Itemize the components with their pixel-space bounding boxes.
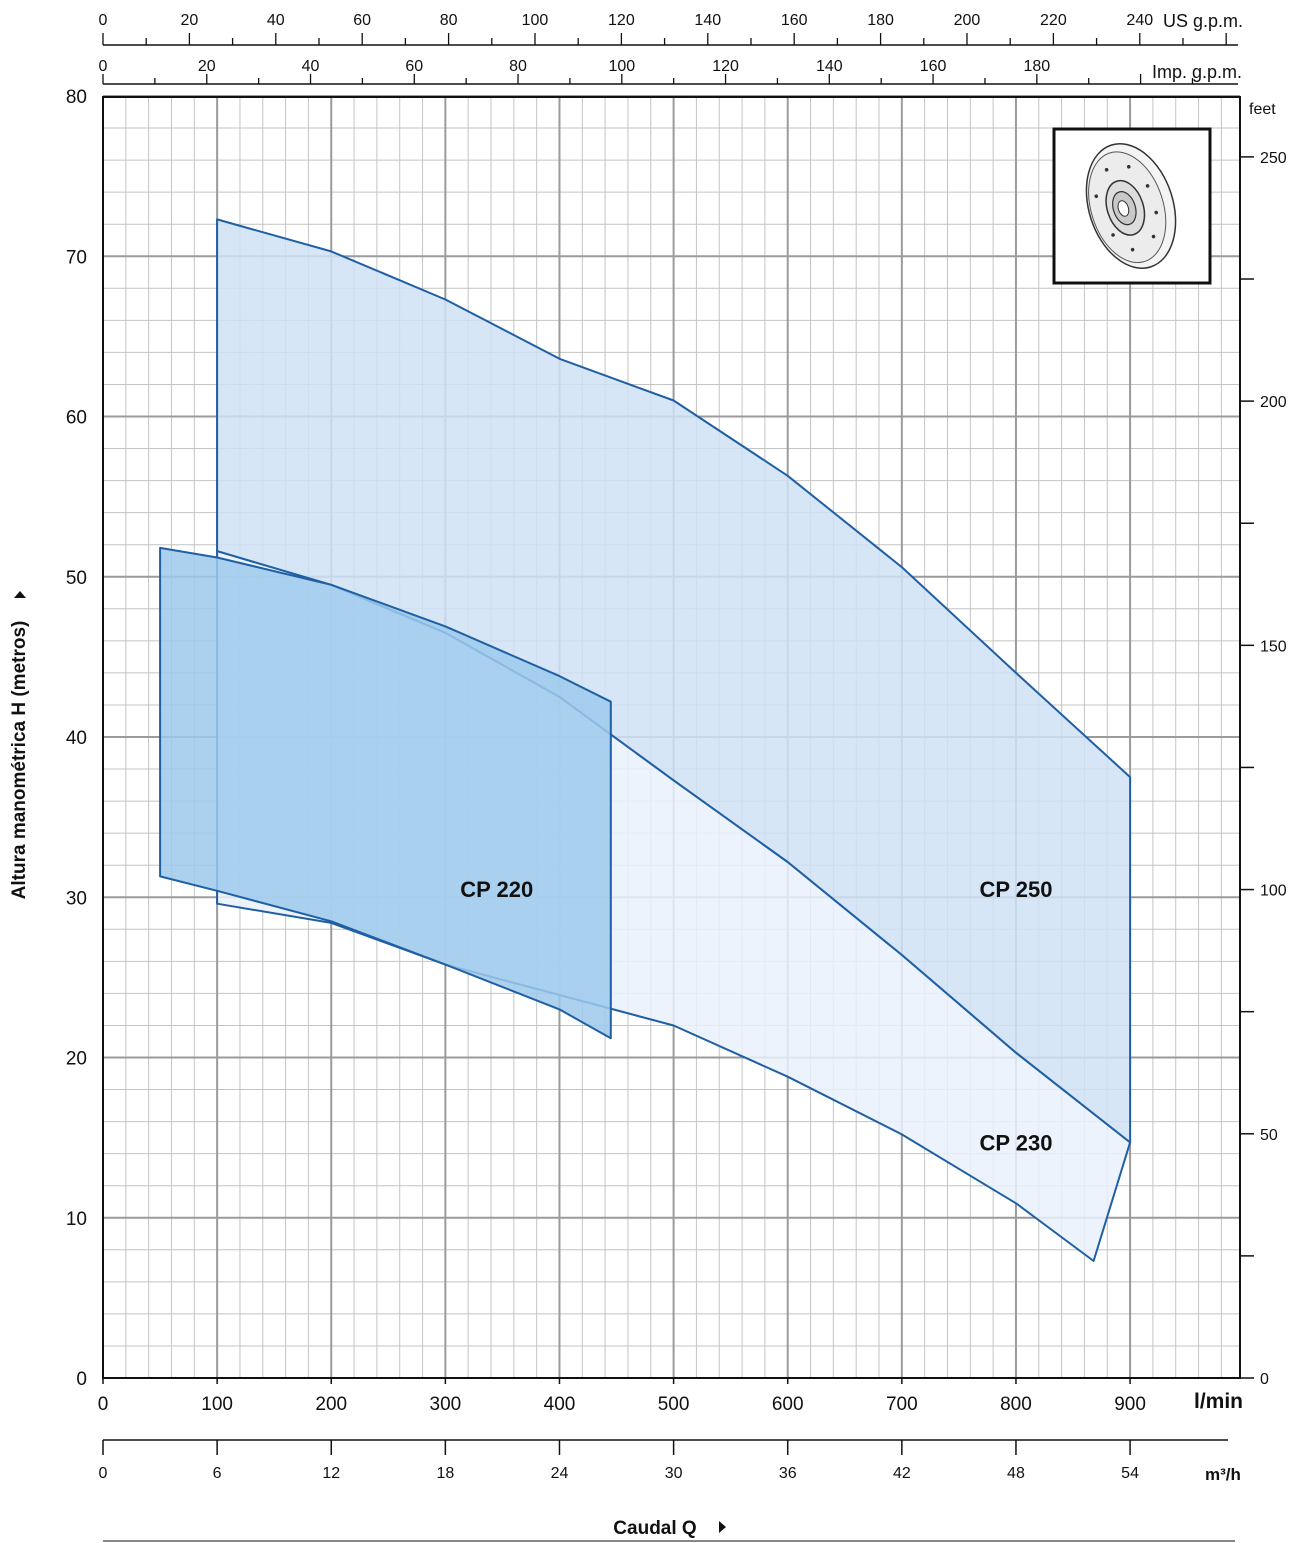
feet-tick-label: 150: [1260, 638, 1287, 655]
imp-gpm-tick-label: 120: [712, 58, 739, 75]
feet-unit: feet: [1249, 101, 1276, 118]
x-tick-label: 400: [544, 1394, 576, 1415]
series-areas: [159, 218, 1132, 1262]
imp-gpm-tick-label: 0: [99, 58, 108, 75]
us-gpm-tick-label: 100: [522, 12, 549, 29]
imp-gpm-tick-label: 80: [509, 58, 527, 75]
m3h-tick-label: 0: [99, 1465, 108, 1482]
x-tick-label: 500: [658, 1394, 690, 1415]
feet-tick-label: 100: [1260, 883, 1287, 900]
us-gpm-tick-label: 80: [440, 12, 458, 29]
y-tick-label: 10: [66, 1209, 87, 1230]
series-labels: CP 220 CP 250 CP 230: [460, 877, 1052, 1155]
imp-gpm-tick-label: 180: [1023, 58, 1050, 75]
us-gpm-tick-label: 180: [867, 12, 894, 29]
us-gpm-tick-label: 200: [954, 12, 981, 29]
us-gpm-tick-label: 40: [267, 12, 285, 29]
m3h-tick-label: 54: [1121, 1465, 1139, 1482]
y-tick-label: 40: [66, 728, 87, 749]
x-axis-title: Caudal Q: [103, 1518, 1235, 1542]
x-tick-label: 600: [772, 1394, 804, 1415]
plot-frame: [102, 96, 1241, 1379]
feet-tick-label: 0: [1260, 1371, 1269, 1388]
y-tick-label: 60: [66, 408, 87, 429]
imp-gpm-tick-label: 60: [405, 58, 423, 75]
series-label-cp250: CP 250: [979, 877, 1052, 902]
x-tick-label: 0: [98, 1394, 109, 1415]
m3h-tick-label: 24: [551, 1465, 569, 1482]
us-gpm-tick-label: 60: [353, 12, 371, 29]
m3h-tick-label: 36: [779, 1465, 797, 1482]
x-tick-label: 800: [1000, 1394, 1032, 1415]
area-cp220: [159, 546, 612, 1040]
y-tick-label: 50: [66, 568, 87, 589]
m3h-tick-label: 48: [1007, 1465, 1025, 1482]
series-label-cp230: CP 230: [979, 1130, 1052, 1155]
tick-labels: 0 100 200 300 400 500 600 700 800 900010203040506…: [66, 12, 1287, 1482]
y-tick-label: 80: [66, 87, 87, 108]
lmin-unit: l/min: [1194, 1390, 1243, 1413]
us-gpm-tick-label: 0: [99, 12, 108, 29]
us-gpm-tick-label: 160: [781, 12, 808, 29]
us-gpm-tick-label: 240: [1126, 12, 1153, 29]
us-gpm-tick-label: 140: [694, 12, 721, 29]
y-axis-label: Altura manométrica H (metros): [9, 621, 30, 900]
m3h-tick-label: 18: [436, 1465, 454, 1482]
imp-gpm-unit: Imp. g.p.m.: [1152, 62, 1242, 82]
feet-tick-label: 200: [1260, 394, 1287, 411]
y-tick-label: 70: [66, 247, 87, 268]
x-tick-label: 900: [1114, 1394, 1146, 1415]
y-tick-label: 20: [66, 1049, 87, 1070]
feet-tick-label: 50: [1260, 1127, 1278, 1144]
m3h-unit: m³/h: [1205, 1465, 1241, 1484]
imp-gpm-tick-label: 100: [608, 58, 635, 75]
y-axis-title: Altura manométrica H (metros): [9, 591, 30, 899]
axes: [102, 33, 1254, 1455]
pump-impeller-thumbnail: [1052, 127, 1212, 285]
y-axis-arrow-icon: [14, 591, 26, 598]
imp-gpm-tick-label: 20: [198, 58, 216, 75]
x-tick-label: 300: [430, 1394, 462, 1415]
axis-units: US g.p.m. Imp. g.p.m. feet l/min m³/h: [1152, 11, 1276, 1484]
x-tick-label: 200: [315, 1394, 347, 1415]
x-tick-label: 100: [201, 1394, 233, 1415]
x-tick-label: 700: [886, 1394, 918, 1415]
y-tick-label: 30: [66, 888, 87, 909]
us-gpm-unit: US g.p.m.: [1163, 11, 1243, 31]
us-gpm-tick-label: 120: [608, 12, 635, 29]
series-label-cp220: CP 220: [460, 877, 533, 902]
x-axis-label: Caudal Q: [613, 1518, 696, 1539]
feet-tick-label: 250: [1260, 150, 1287, 167]
m3h-tick-label: 6: [213, 1465, 222, 1482]
imp-gpm-tick-label: 40: [302, 58, 320, 75]
m3h-tick-label: 12: [322, 1465, 340, 1482]
us-gpm-tick-label: 20: [180, 12, 198, 29]
us-gpm-tick-label: 220: [1040, 12, 1067, 29]
m3h-tick-label: 30: [665, 1465, 683, 1482]
y-tick-label: 0: [76, 1369, 87, 1390]
m3h-tick-label: 42: [893, 1465, 911, 1482]
imp-gpm-tick-label: 160: [920, 58, 947, 75]
imp-gpm-tick-label: 140: [816, 58, 843, 75]
x-axis-arrow-icon: [719, 1521, 726, 1533]
